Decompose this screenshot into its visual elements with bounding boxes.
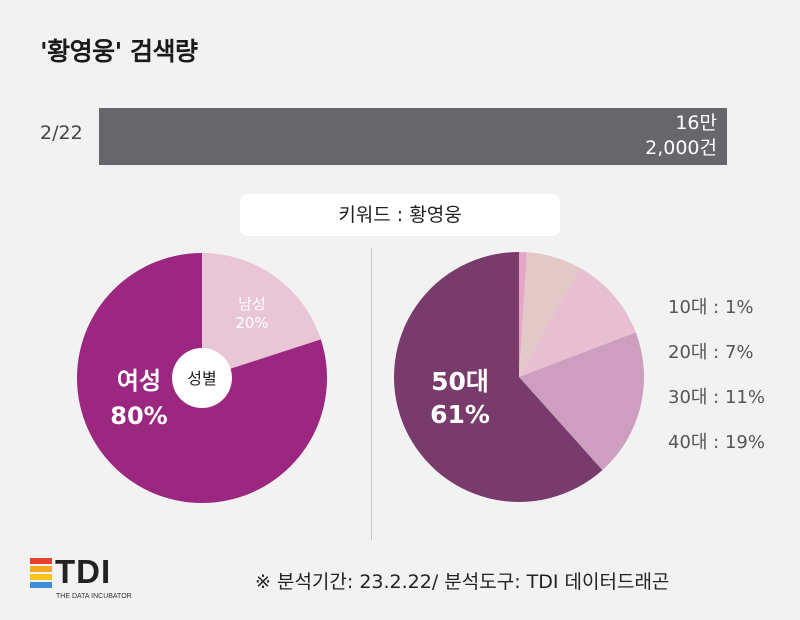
male-value-label: 20% bbox=[235, 314, 268, 332]
legend-item: 10대 : 1% bbox=[668, 297, 754, 318]
page-title: '황영웅' 검색량 bbox=[40, 37, 198, 66]
female-label: 여성 bbox=[117, 367, 161, 395]
bar-category-label: 2/22 bbox=[40, 122, 83, 144]
male-label: 남성 bbox=[238, 295, 266, 313]
logo-stripe bbox=[30, 566, 52, 572]
keyword-label: 키워드 : 황영웅 bbox=[240, 194, 560, 236]
slice-30대 bbox=[519, 267, 636, 377]
legend-item: 30대 : 11% bbox=[668, 387, 765, 408]
bar-2-22: 16만 2,000건 bbox=[99, 108, 727, 165]
slice-20대 bbox=[519, 252, 580, 377]
gender-center-circle bbox=[172, 348, 232, 408]
slice-50대 bbox=[394, 252, 603, 502]
logo-stripe bbox=[30, 558, 52, 564]
bar-value-line: 2,000건 bbox=[645, 137, 717, 159]
bar-value-line: 16만 bbox=[675, 112, 717, 134]
slice-10대 bbox=[519, 252, 527, 377]
tdi-logo: TDI THE DATA INCUBATOR bbox=[30, 553, 160, 608]
age50-label: 50대 bbox=[431, 367, 489, 396]
logo-stripe bbox=[30, 582, 52, 588]
age-legend: 10대 : 1% 20대 : 7% 30대 : 11% 40대 : 19% bbox=[668, 294, 765, 474]
legend-item: 20대 : 7% bbox=[668, 342, 754, 363]
divider bbox=[371, 248, 372, 540]
footer-note: ※ 분석기간: 23.2.22/ 분석도구: TDI 데이터드래곤 bbox=[255, 571, 670, 593]
logo-mark bbox=[30, 558, 52, 590]
legend-item: 40대 : 19% bbox=[668, 432, 765, 453]
slice-남성 bbox=[202, 253, 321, 378]
age50-value-label: 61% bbox=[430, 400, 490, 429]
slice-40대 bbox=[519, 332, 645, 471]
logo-stripe bbox=[30, 574, 52, 580]
female-value-label: 80% bbox=[110, 402, 167, 430]
logo-subtitle: THE DATA INCUBATOR bbox=[56, 593, 132, 600]
gender-center-label: 성별 bbox=[187, 369, 216, 388]
bar-value-label: 16만 2,000건 bbox=[645, 111, 717, 161]
logo-text: TDI bbox=[55, 553, 112, 590]
